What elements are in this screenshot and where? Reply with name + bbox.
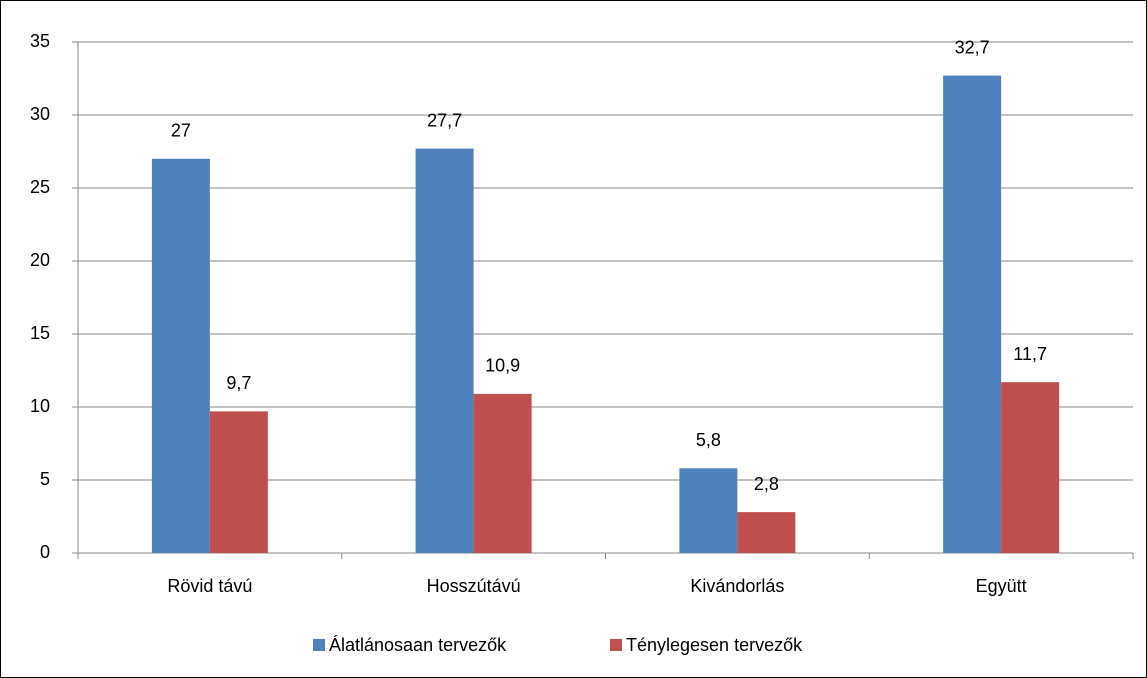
bar [737,512,796,553]
bar [943,75,1002,553]
x-tick-label: Rövid távú [167,576,252,596]
y-tick-label: 30 [30,104,50,124]
value-label: 11,7 [1013,344,1047,364]
y-tick-label: 10 [30,396,50,416]
legend-label: Álatlánosaan tervezők [329,635,507,655]
bar [679,468,738,553]
y-tick-label: 25 [30,177,50,197]
y-tick-label: 5 [40,469,50,489]
y-tick-label: 15 [30,323,50,343]
y-tick-label: 35 [30,31,50,51]
value-label: 10,9 [485,356,520,376]
y-tick-label: 20 [30,250,50,270]
legend-label: Ténylegesen tervezők [626,635,803,655]
legend-swatch [313,639,325,651]
bar [1001,382,1060,553]
value-label: 27 [171,121,191,141]
value-label: 2,8 [754,474,779,494]
value-label: 32,7 [955,37,990,57]
x-tick-label: Kivándorlás [690,576,784,596]
x-tick-label: Hosszútávú [427,576,521,596]
value-label: 5,8 [696,430,721,450]
bar [209,411,268,553]
y-tick-label: 0 [40,542,50,562]
value-label: 27,7 [427,110,462,130]
bar [473,393,532,553]
bar [151,158,210,554]
x-tick-label: Együtt [976,576,1027,596]
legend-swatch [610,639,622,651]
bar [415,148,474,553]
value-label: 9,7 [226,373,251,393]
